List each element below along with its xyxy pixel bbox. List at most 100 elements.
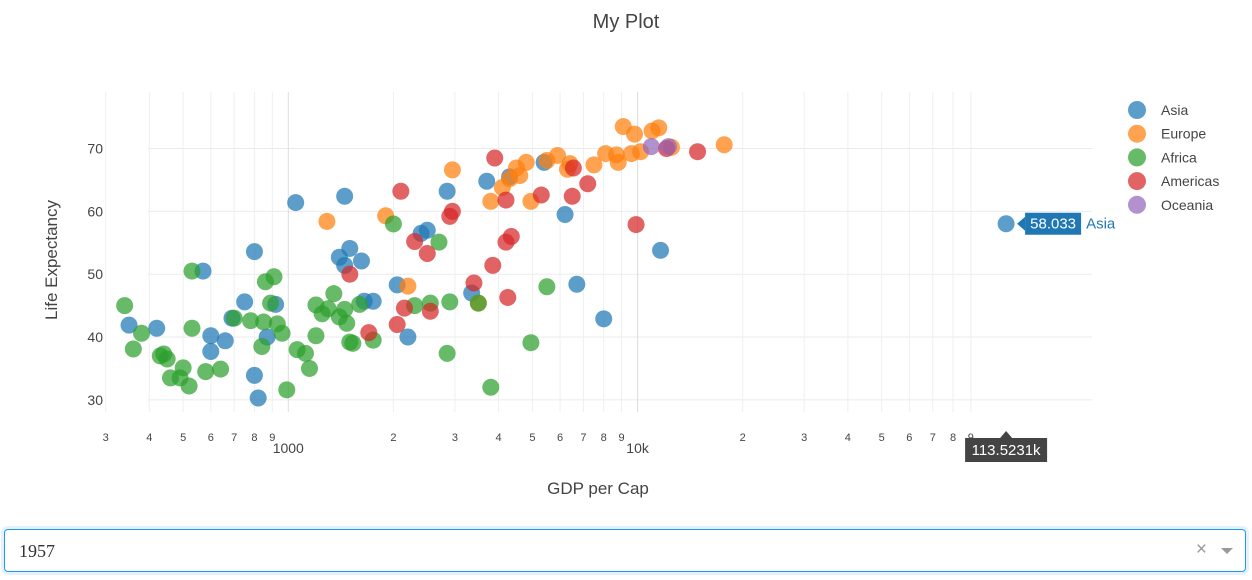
data-point-americas[interactable] (532, 186, 550, 204)
data-point-africa[interactable] (538, 278, 556, 296)
data-point-americas[interactable] (441, 207, 459, 225)
data-point-europe[interactable] (715, 136, 733, 154)
data-point-africa[interactable] (307, 327, 325, 345)
data-point-americas[interactable] (421, 302, 439, 320)
legend-item-americas[interactable]: Americas (1128, 172, 1219, 191)
data-point-africa[interactable] (288, 341, 306, 359)
legend-item-oceania[interactable]: Oceania (1128, 195, 1213, 214)
data-point-asia[interactable] (336, 187, 354, 205)
data-point-africa[interactable] (116, 297, 134, 315)
data-point-europe[interactable] (614, 118, 632, 136)
data-point-africa[interactable] (430, 233, 448, 251)
data-point-americas[interactable] (564, 159, 582, 177)
year-dropdown[interactable]: 1957 × (4, 529, 1246, 572)
data-point-africa[interactable] (300, 359, 318, 377)
data-point-asia[interactable] (245, 243, 263, 261)
data-point-americas[interactable] (341, 265, 359, 283)
data-point-europe[interactable] (399, 277, 417, 295)
data-point-europe[interactable] (622, 145, 640, 163)
data-point-americas[interactable] (497, 191, 515, 209)
data-point-europe[interactable] (597, 145, 615, 163)
data-point-americas[interactable] (392, 182, 410, 200)
data-point-europe[interactable] (585, 156, 603, 174)
data-point-africa[interactable] (133, 324, 151, 342)
data-point-oceania[interactable] (659, 138, 677, 156)
data-point-asia[interactable] (120, 316, 138, 334)
data-point-oceania[interactable] (642, 138, 660, 156)
data-point-africa[interactable] (151, 347, 169, 365)
data-point-europe[interactable] (318, 212, 336, 230)
data-point-africa[interactable] (438, 344, 456, 362)
data-point-asia[interactable] (236, 293, 254, 311)
data-point-africa[interactable] (161, 369, 179, 387)
data-point-africa[interactable] (469, 294, 487, 312)
data-point-africa[interactable] (256, 273, 274, 291)
data-point-americas[interactable] (360, 324, 378, 342)
series-oceania[interactable] (642, 138, 677, 156)
data-point-asia[interactable] (478, 172, 496, 190)
data-point-asia[interactable] (245, 366, 263, 384)
data-point-africa[interactable] (212, 360, 230, 378)
data-point-asia[interactable] (330, 248, 348, 266)
data-point-asia[interactable] (568, 275, 586, 293)
data-point-asia[interactable] (595, 310, 613, 328)
data-point-europe[interactable] (643, 122, 661, 140)
data-point-europe[interactable] (482, 192, 500, 210)
data-point-africa[interactable] (183, 319, 201, 337)
data-point-africa[interactable] (262, 294, 280, 312)
data-point-americas[interactable] (689, 143, 707, 161)
data-point-asia[interactable] (997, 215, 1015, 233)
data-point-americas[interactable] (484, 256, 502, 274)
data-point-americas[interactable] (627, 216, 645, 234)
data-point-americas[interactable] (502, 228, 520, 246)
data-point-africa[interactable] (124, 340, 142, 358)
data-point-africa[interactable] (351, 295, 369, 313)
series-africa[interactable] (116, 215, 556, 399)
legend-item-europe[interactable]: Europe (1128, 124, 1206, 143)
data-point-asia[interactable] (556, 206, 574, 224)
data-point-asia[interactable] (438, 182, 456, 200)
data-point-asia[interactable] (399, 328, 417, 346)
data-point-asia[interactable] (216, 332, 234, 350)
data-point-africa[interactable] (255, 313, 273, 331)
data-point-asia[interactable] (652, 241, 670, 259)
data-point-americas[interactable] (406, 233, 424, 251)
data-point-africa[interactable] (384, 215, 402, 233)
data-point-asia[interactable] (249, 389, 267, 407)
data-point-asia[interactable] (202, 342, 220, 360)
data-point-europe[interactable] (538, 151, 556, 169)
data-points[interactable] (116, 118, 1015, 407)
data-point-asia[interactable] (202, 327, 220, 345)
data-point-africa[interactable] (242, 312, 260, 330)
data-point-asia[interactable] (287, 194, 305, 212)
data-point-africa[interactable] (319, 300, 337, 318)
data-point-asia[interactable] (352, 252, 370, 270)
data-point-africa[interactable] (341, 333, 359, 351)
data-point-africa[interactable] (225, 309, 243, 327)
data-point-africa[interactable] (278, 381, 296, 399)
data-point-africa[interactable] (197, 363, 215, 381)
data-point-americas[interactable] (388, 315, 406, 333)
data-point-europe[interactable] (609, 153, 627, 171)
data-point-americas[interactable] (579, 175, 597, 193)
legend-item-asia[interactable]: Asia (1128, 101, 1188, 119)
data-point-africa[interactable] (253, 337, 271, 355)
data-point-africa[interactable] (441, 293, 459, 311)
clear-icon[interactable]: × (1195, 539, 1207, 560)
series-europe[interactable] (318, 118, 733, 312)
data-point-africa[interactable] (180, 377, 198, 395)
data-point-africa[interactable] (522, 334, 540, 352)
data-point-europe[interactable] (443, 161, 461, 179)
data-point-africa[interactable] (482, 378, 500, 396)
data-point-americas[interactable] (418, 244, 436, 262)
chevron-down-icon[interactable] (1221, 548, 1233, 554)
legend[interactable]: Asia Europe Africa Americas Oceania (1128, 101, 1219, 214)
data-point-americas[interactable] (499, 288, 517, 306)
data-point-americas[interactable] (465, 274, 483, 292)
legend-item-africa[interactable]: Africa (1128, 148, 1197, 167)
data-point-americas[interactable] (563, 187, 581, 205)
data-point-africa[interactable] (325, 285, 343, 303)
data-point-africa[interactable] (268, 315, 286, 333)
data-point-americas[interactable] (486, 149, 504, 167)
data-point-africa[interactable] (183, 262, 201, 280)
